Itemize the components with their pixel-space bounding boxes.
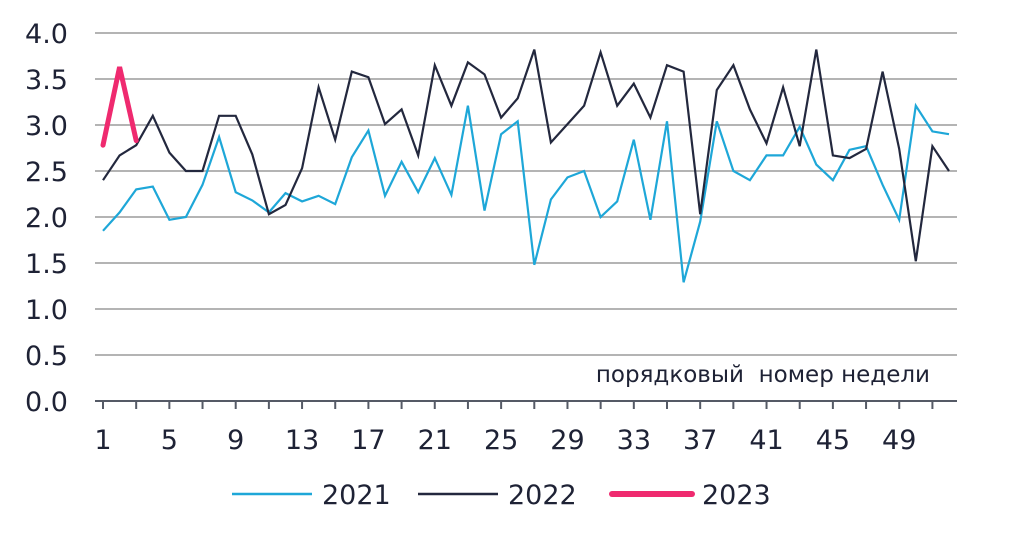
x-tick-label: 21 (418, 425, 452, 456)
x-axis-annotation: порядковый номер недели (596, 362, 930, 388)
legend-label-2021: 2021 (322, 480, 391, 511)
x-tick-label: 33 (617, 425, 651, 456)
y-tick-label: 3.0 (25, 111, 68, 142)
x-tick-label: 17 (351, 425, 385, 456)
x-tick-label: 45 (816, 425, 850, 456)
x-tick-label: 25 (484, 425, 518, 456)
y-tick-label: 1.0 (25, 295, 68, 326)
y-tick-label: 3.5 (25, 65, 68, 96)
y-tick-label: 2.5 (25, 157, 68, 188)
legend-label-2023: 2023 (702, 480, 771, 511)
y-tick-label: 4.0 (25, 19, 68, 50)
y-tick-label: 0.5 (25, 341, 68, 372)
x-tick-label: 37 (683, 425, 717, 456)
x-tick-label: 49 (882, 425, 916, 456)
series-line-2023 (100, 66, 139, 148)
y-axis-tick-labels: 0.0 0.5 1.0 1.5 2.0 2.5 3.0 3.5 4.0 (25, 19, 68, 418)
x-tick-label: 9 (227, 425, 244, 456)
x-tick-label: 5 (161, 425, 178, 456)
y-tick-label: 0.0 (25, 387, 68, 418)
y-tick-label: 2.0 (25, 203, 68, 234)
x-tick-label: 1 (94, 425, 111, 456)
x-tick-label: 13 (285, 425, 319, 456)
legend: 2021 2022 2023 (232, 480, 771, 511)
x-tick-label: 29 (550, 425, 584, 456)
x-axis-tick-labels: 1 5 9 13 17 21 25 29 33 37 41 45 49 (94, 425, 916, 456)
y-tick-label: 1.5 (25, 249, 68, 280)
series-lines (100, 48, 950, 283)
axes (95, 400, 957, 409)
x-tick-label: 41 (749, 425, 783, 456)
series-line-2022 (102, 48, 950, 262)
series-line-2021 (102, 102, 950, 283)
legend-label-2022: 2022 (508, 480, 577, 511)
